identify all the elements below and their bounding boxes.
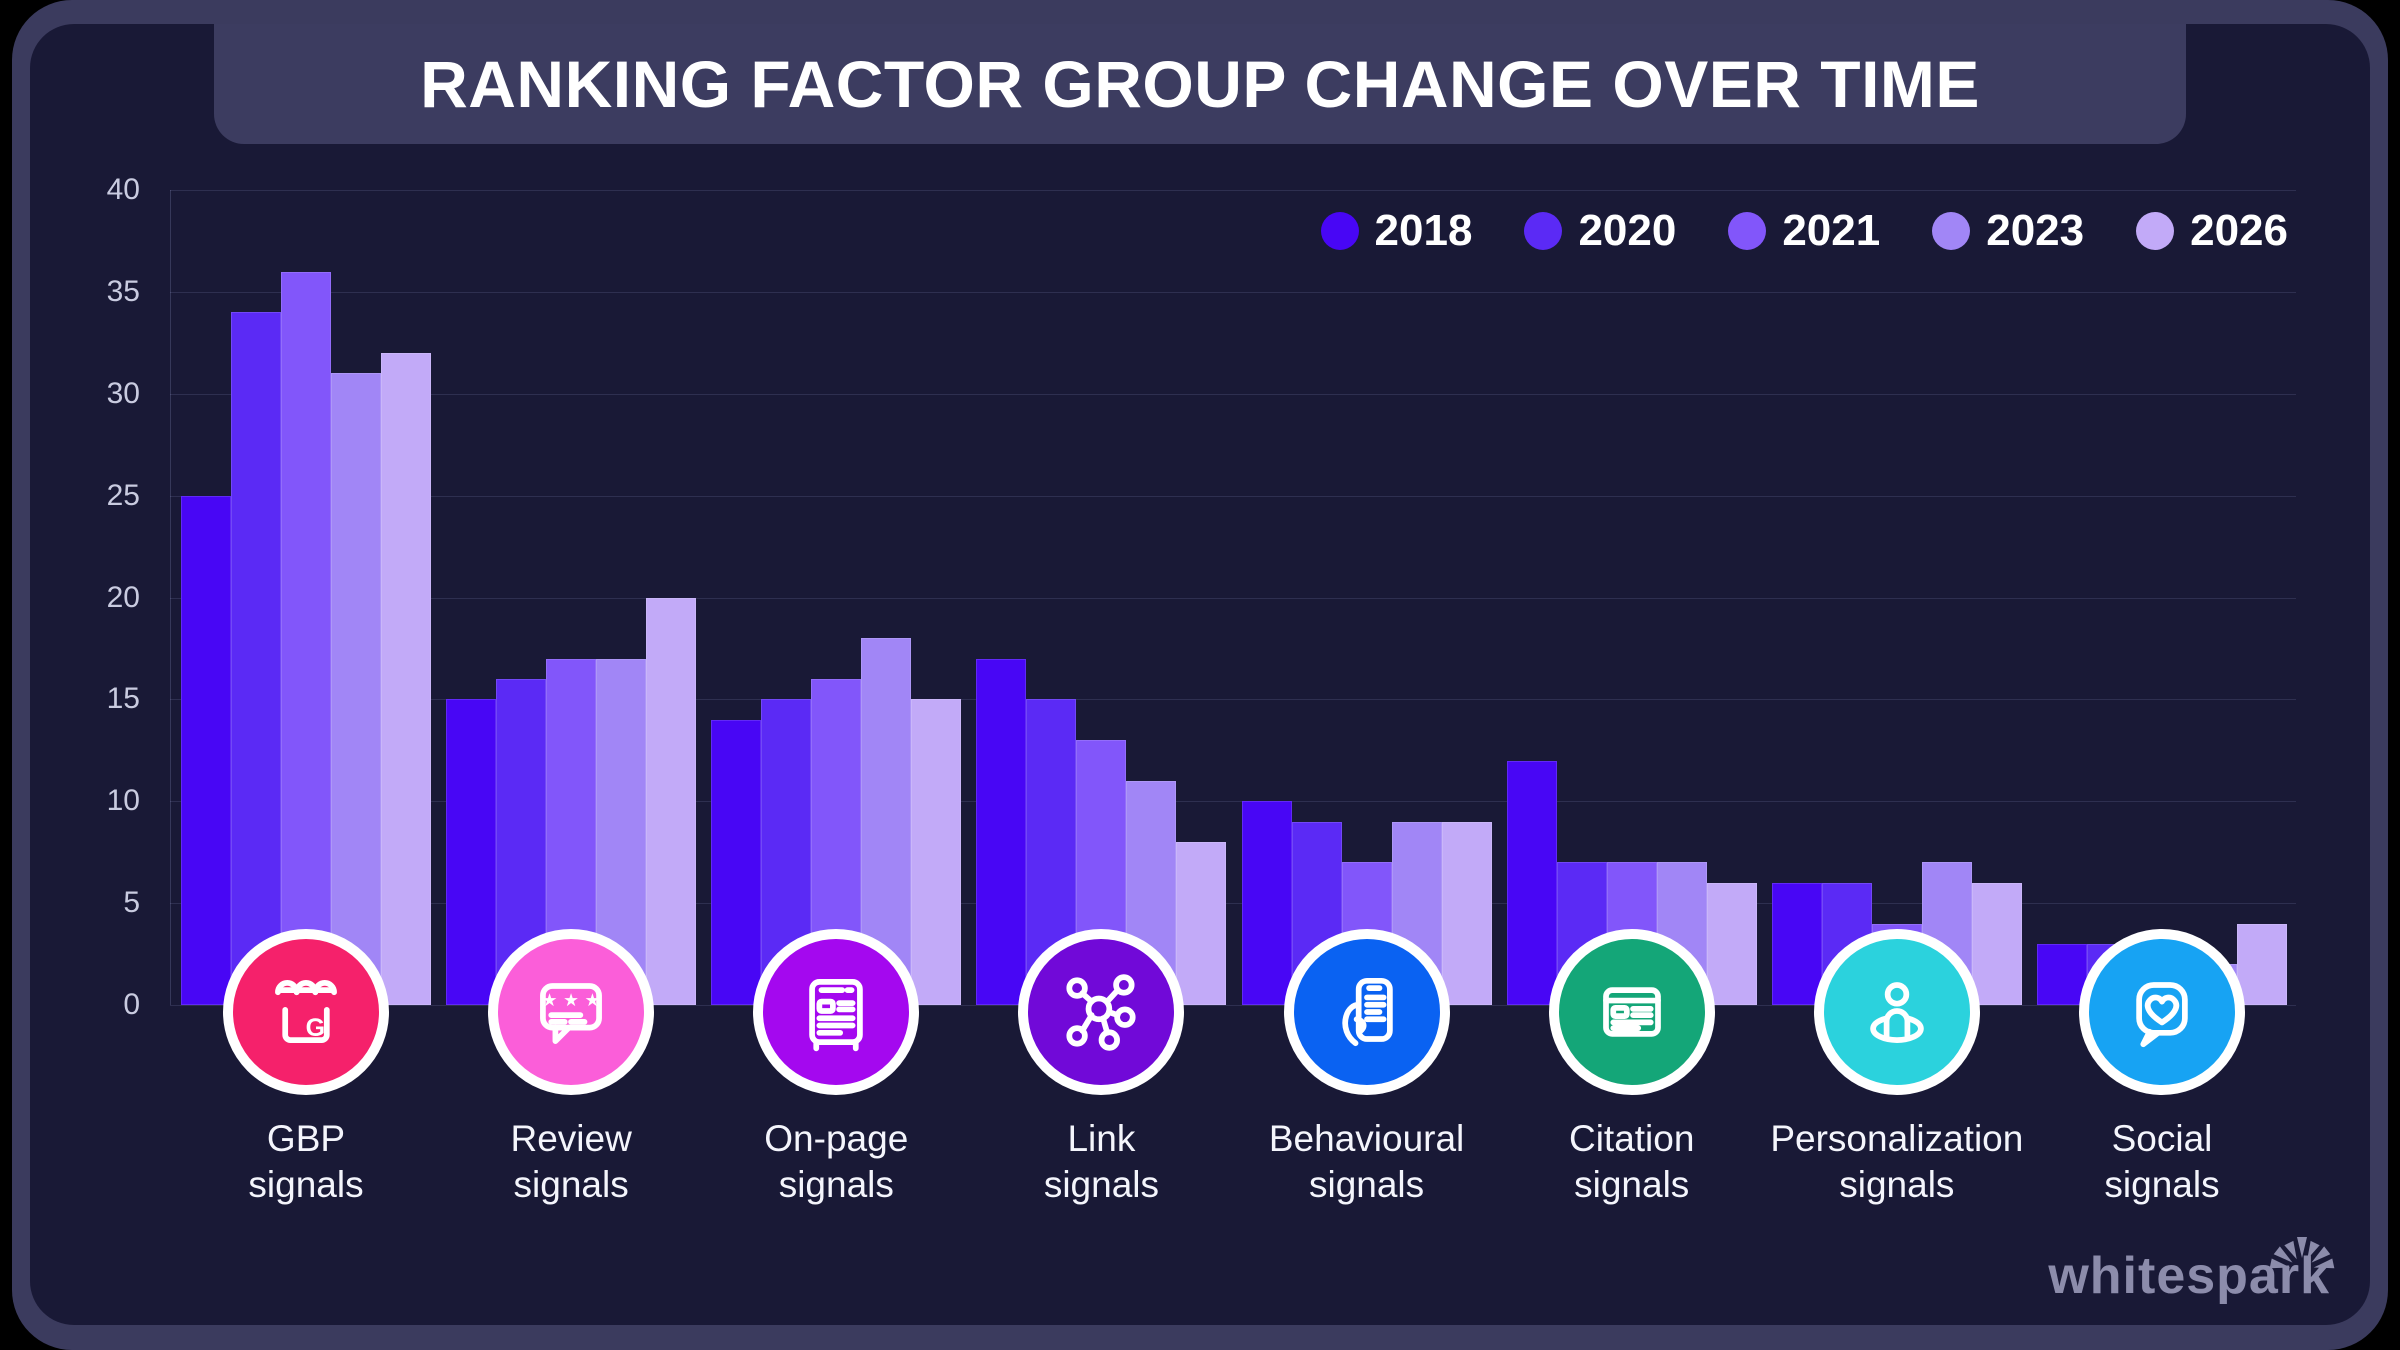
svg-text:★ ★ ★: ★ ★ ★ — [542, 991, 601, 1011]
gridline — [170, 699, 2296, 701]
bar-group-social-signals — [2036, 190, 2287, 1005]
legend-dot — [1524, 212, 1563, 250]
y-axis-tick: 20 — [106, 580, 140, 614]
citation-listing-icon — [1548, 929, 1715, 1095]
bar-2026 — [381, 353, 431, 1005]
bar-2020 — [231, 312, 281, 1005]
bar-2026 — [1971, 882, 2022, 1005]
category-label: Link signals — [1043, 1118, 1160, 1205]
category-label: Behavioural signals — [1268, 1118, 1465, 1205]
category-label: On-page signals — [764, 1118, 909, 1205]
legend-item-2020: 2020 — [1524, 206, 1676, 256]
y-axis-tick: 15 — [106, 682, 140, 716]
gridline — [170, 597, 2296, 599]
bar-2023 — [331, 373, 381, 1005]
legend: 2018 2020 2021 2023 2026 — [1320, 206, 2288, 256]
y-axis-tick: 5 — [123, 886, 140, 920]
category-label: GBP signals — [248, 1118, 364, 1205]
title-banner: RANKING FACTOR GROUP CHANGE OVER TIME — [214, 24, 2186, 144]
y-axis-tick: 10 — [106, 784, 140, 818]
legend-dot — [1728, 212, 1767, 250]
bar-2026 — [1706, 882, 1757, 1005]
social-heart-bubble-icon — [2079, 929, 2245, 1095]
spark-icon — [2269, 1237, 2335, 1269]
bar-group-behavioural-signals — [1241, 190, 1492, 1005]
legend-item-2026: 2026 — [2136, 206, 2288, 256]
y-axis-tick: 25 — [106, 478, 140, 512]
legend-dot — [1932, 212, 1971, 250]
bar-2026 — [646, 597, 697, 1005]
legend-label: 2018 — [1374, 206, 1473, 255]
chart-title: RANKING FACTOR GROUP CHANGE OVER TIME — [420, 47, 1980, 121]
legend-label: 2026 — [2190, 206, 2288, 255]
bar-group-personalization-signals — [1771, 190, 2022, 1005]
category-label: Social signals — [2104, 1118, 2220, 1205]
bar-2018 — [446, 699, 497, 1005]
category-label: Citation signals — [1568, 1118, 1695, 1205]
bar-2018 — [1771, 882, 1822, 1005]
legend-label: 2021 — [1782, 206, 1881, 255]
link-network-icon — [1018, 929, 1185, 1095]
svg-text:G: G — [306, 1014, 325, 1042]
legend-label: 2023 — [1986, 206, 2085, 255]
y-axis — [170, 190, 171, 1005]
personalization-person-icon — [1813, 929, 1980, 1095]
bar-group-link-signals — [976, 190, 1227, 1005]
y-axis-tick: 30 — [106, 376, 140, 410]
bar-group-on-page-signals — [711, 190, 962, 1005]
bar-2018 — [1241, 801, 1292, 1005]
legend-item-2023: 2023 — [1932, 206, 2084, 256]
gridline — [170, 190, 2296, 191]
bar-2026 — [1176, 842, 1227, 1005]
bar-2026 — [2236, 923, 2287, 1005]
category-label: Personalization signals — [1770, 1118, 2024, 1205]
legend-dot — [2136, 212, 2175, 250]
review-stars-bubble-icon: ★ ★ ★ — [488, 929, 655, 1095]
y-axis-tick: 40 — [106, 173, 140, 206]
behavioural-phone-hand-icon — [1283, 929, 1450, 1095]
gridline — [170, 291, 2296, 293]
category-label: Review signals — [510, 1118, 632, 1205]
legend-item-2021: 2021 — [1728, 206, 1880, 256]
bar-2021 — [281, 271, 331, 1005]
y-axis-tick: 0 — [123, 988, 140, 1021]
gridline — [170, 1005, 2296, 1006]
bar-2018 — [711, 719, 762, 1005]
bar-2026 — [1441, 821, 1492, 1005]
bar-2018 — [181, 495, 231, 1005]
onpage-document-icon — [753, 929, 920, 1095]
whitespark-logo: whitespark — [2048, 1237, 2335, 1306]
gbp-storefront-icon: G — [223, 929, 389, 1095]
bar-2018 — [976, 658, 1027, 1005]
gridline — [170, 903, 2296, 905]
bar-group-gbp-signals — [181, 190, 431, 1005]
legend-dot — [1320, 212, 1359, 250]
bar-2026 — [911, 699, 962, 1005]
legend-item-2018: 2018 — [1320, 206, 1473, 256]
bar-2018 — [2036, 943, 2087, 1005]
gridline — [170, 393, 2296, 395]
legend-label: 2020 — [1578, 206, 1677, 255]
plot-area: 0 5 10 15 20 25 30 35 40 — [107, 173, 2296, 1021]
y-axis-tick: 35 — [106, 274, 140, 308]
bar-group-review-signals — [446, 190, 697, 1005]
gridline — [170, 801, 2296, 803]
gridline — [170, 495, 2296, 497]
bar-groups — [181, 190, 2287, 1005]
bar-group-citation-signals — [1506, 190, 1757, 1005]
bar-2018 — [1506, 760, 1557, 1005]
